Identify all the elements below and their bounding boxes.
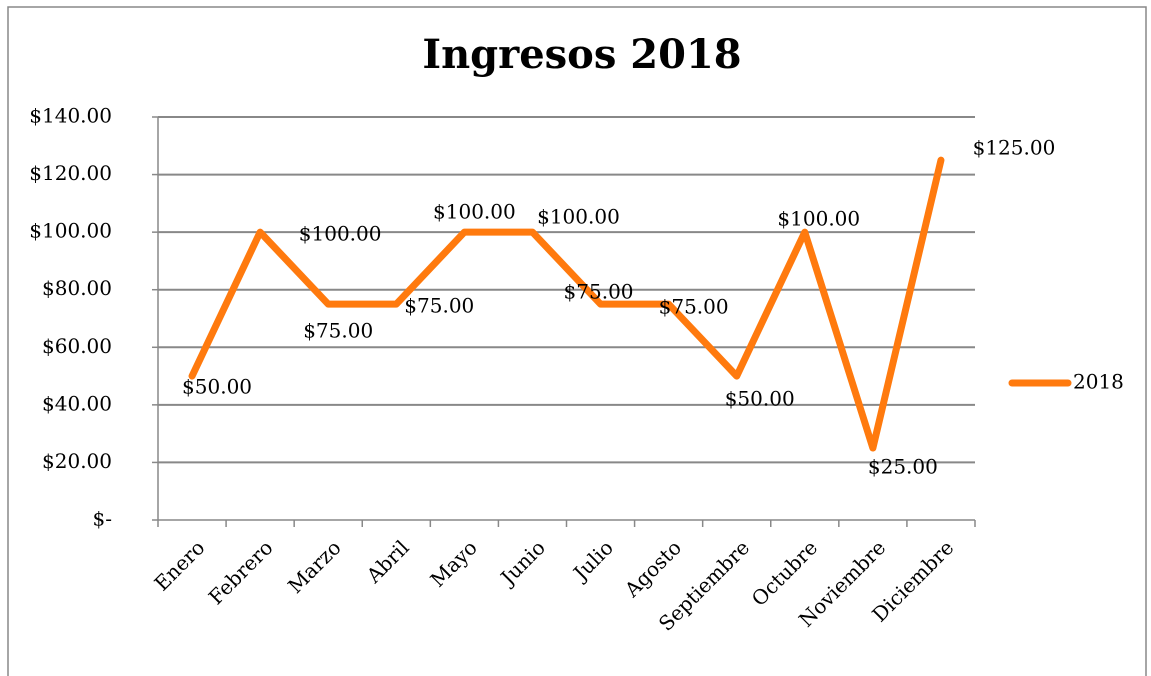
data-label: $100.00 [299,222,382,246]
data-label: $50.00 [182,375,252,399]
y-tick-label: $140.00 [29,104,112,128]
x-tick-label: Junio [495,535,550,590]
y-tick-label: $60.00 [42,334,112,358]
x-tick-label: Enero [149,535,209,595]
legend-label: 2018 [1073,370,1124,394]
y-tick-label: $100.00 [29,219,112,243]
data-label: $100.00 [777,207,860,231]
data-label: $75.00 [404,294,474,318]
data-label: $75.00 [303,319,373,343]
x-tick-label: Agosto [619,535,686,602]
x-tick-label: Febrero [204,535,278,609]
data-label: $100.00 [433,200,516,224]
y-tick-label: $120.00 [29,161,112,185]
y-tick-label: $- [93,507,112,531]
x-tick-label: Julio [567,535,618,586]
y-tick-label: $40.00 [42,391,112,415]
data-label: $75.00 [659,295,729,319]
x-tick-label: Mayo [425,535,481,591]
x-tick-label: Abril [361,535,414,588]
data-label: $125.00 [973,136,1056,160]
data-label: $50.00 [725,387,795,411]
data-label: $100.00 [537,205,620,229]
y-tick-label: $80.00 [42,276,112,300]
line-series [188,156,945,452]
x-tick-label: Marzo [283,535,346,598]
chart-border [7,6,1147,676]
data-label: $25.00 [868,455,938,479]
data-label: $75.00 [564,280,634,304]
chart-title: Ingresos 2018 [422,31,741,78]
y-tick-label: $20.00 [42,449,112,473]
